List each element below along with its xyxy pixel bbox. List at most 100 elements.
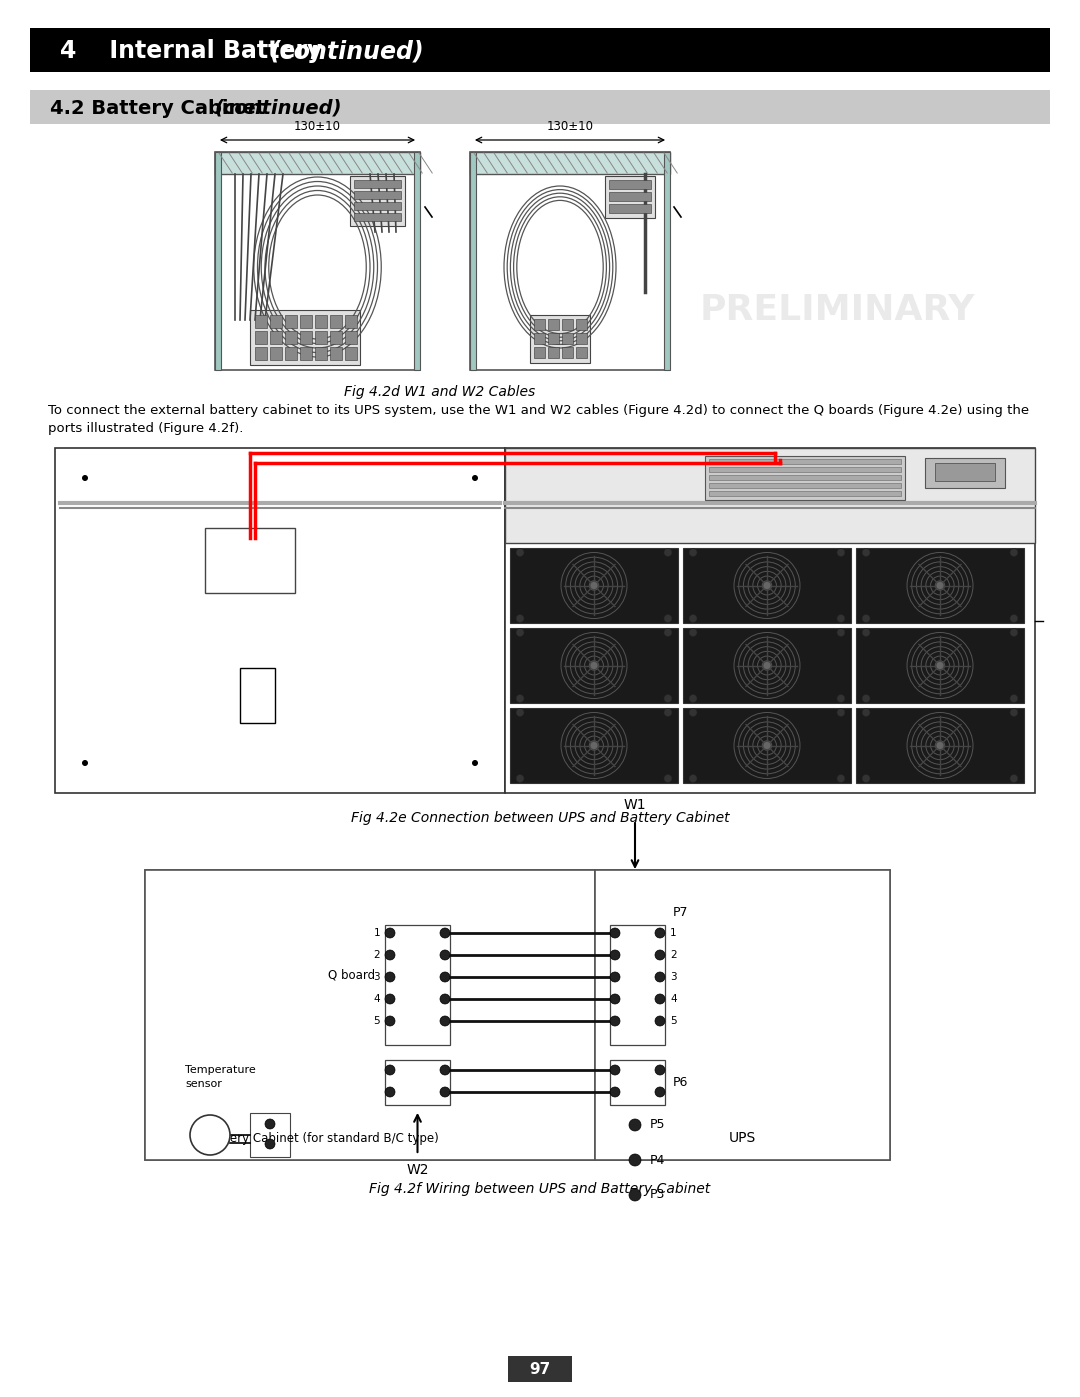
Circle shape	[384, 1016, 395, 1025]
Bar	[30, 28, 1050, 73]
Bar	[247, 548, 267, 570]
Bar	[505, 448, 1035, 543]
Circle shape	[610, 1016, 620, 1025]
Bar	[240, 668, 275, 724]
Bar	[255, 331, 267, 344]
Bar	[315, 331, 327, 344]
Circle shape	[384, 950, 395, 960]
Bar	[354, 191, 401, 198]
Text: 5: 5	[670, 1016, 677, 1025]
Bar	[300, 331, 312, 344]
Bar	[414, 152, 420, 370]
Bar	[215, 152, 420, 370]
Circle shape	[440, 1016, 450, 1025]
Bar	[548, 332, 559, 344]
Text: P7: P7	[673, 907, 689, 919]
Text: 1: 1	[670, 928, 677, 937]
Circle shape	[472, 475, 478, 481]
Circle shape	[190, 1115, 230, 1155]
Bar	[345, 346, 357, 360]
Circle shape	[664, 549, 672, 556]
Circle shape	[664, 774, 672, 782]
Bar	[856, 548, 1024, 623]
Circle shape	[654, 995, 665, 1004]
Bar	[470, 152, 476, 370]
Circle shape	[837, 549, 845, 556]
Circle shape	[764, 581, 771, 590]
Circle shape	[654, 928, 665, 937]
Bar	[354, 180, 401, 189]
Circle shape	[837, 629, 845, 637]
Circle shape	[610, 1065, 620, 1076]
Circle shape	[1010, 615, 1018, 623]
Bar	[708, 490, 901, 496]
Circle shape	[689, 615, 697, 623]
Text: 4: 4	[374, 995, 380, 1004]
Text: Q board: Q board	[328, 968, 375, 982]
Circle shape	[516, 629, 524, 637]
Bar	[534, 346, 545, 358]
Circle shape	[440, 928, 450, 937]
Circle shape	[251, 552, 264, 564]
Text: P6: P6	[673, 1076, 688, 1090]
Bar	[705, 455, 905, 500]
Text: Temperature: Temperature	[185, 1065, 256, 1076]
Bar	[345, 331, 357, 344]
Circle shape	[664, 615, 672, 623]
Circle shape	[654, 972, 665, 982]
Text: To connect the external battery cabinet to its UPS system, use the W1 and W2 cab: To connect the external battery cabinet …	[48, 404, 1029, 416]
Circle shape	[440, 1065, 450, 1076]
Text: P3: P3	[650, 1189, 665, 1201]
Text: PRELIMINARY: PRELIMINARY	[70, 578, 388, 622]
Bar	[708, 467, 901, 472]
Circle shape	[1010, 694, 1018, 703]
Circle shape	[764, 662, 771, 669]
Text: 130±10: 130±10	[294, 120, 341, 133]
Text: 3: 3	[670, 972, 677, 982]
Circle shape	[219, 552, 231, 564]
Bar	[350, 176, 405, 226]
Text: 4.2 Battery Cabinet: 4.2 Battery Cabinet	[50, 99, 272, 117]
Circle shape	[516, 774, 524, 782]
Circle shape	[384, 972, 395, 982]
Circle shape	[837, 694, 845, 703]
Text: P4: P4	[650, 1154, 665, 1166]
Circle shape	[265, 1119, 275, 1129]
Text: UPS: UPS	[729, 1132, 756, 1146]
Circle shape	[516, 708, 524, 717]
Bar	[384, 1060, 450, 1105]
Circle shape	[837, 615, 845, 623]
Bar	[220, 548, 240, 570]
Bar	[610, 925, 665, 1045]
Bar	[576, 346, 588, 358]
Bar	[708, 483, 901, 488]
Bar	[562, 332, 573, 344]
Circle shape	[610, 1087, 620, 1097]
Circle shape	[440, 1087, 450, 1097]
Circle shape	[610, 972, 620, 982]
Bar	[215, 152, 221, 370]
Circle shape	[862, 549, 870, 556]
Circle shape	[590, 662, 598, 669]
Text: Fig 4.2d W1 and W2 Cables: Fig 4.2d W1 and W2 Cables	[345, 386, 536, 400]
Bar	[609, 191, 651, 201]
Circle shape	[610, 995, 620, 1004]
Bar	[354, 212, 401, 221]
Circle shape	[629, 1119, 642, 1132]
Circle shape	[82, 760, 87, 766]
Circle shape	[689, 774, 697, 782]
Circle shape	[265, 1139, 275, 1148]
Text: PRELIMINARY: PRELIMINARY	[700, 293, 975, 327]
Circle shape	[936, 662, 944, 669]
Bar	[562, 346, 573, 358]
Text: 130±10: 130±10	[546, 120, 594, 133]
Text: 97: 97	[529, 1362, 551, 1376]
Circle shape	[384, 928, 395, 937]
Bar	[856, 708, 1024, 782]
Bar	[315, 346, 327, 360]
Circle shape	[837, 774, 845, 782]
Circle shape	[664, 629, 672, 637]
Bar	[205, 528, 295, 592]
Circle shape	[590, 742, 598, 749]
Bar	[285, 314, 297, 328]
